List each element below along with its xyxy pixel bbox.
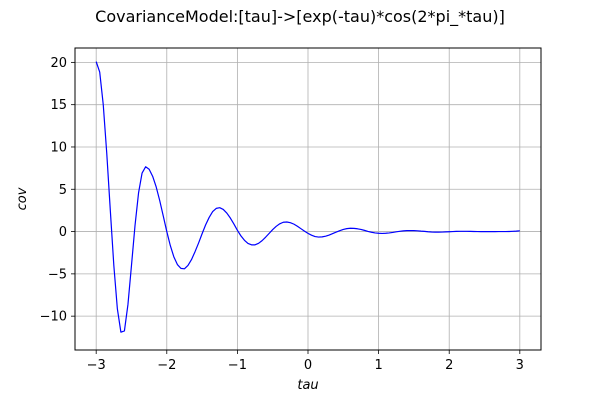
x-tick-label: −1: [228, 358, 247, 373]
y-tick-label: 10: [50, 140, 67, 155]
x-tick-label: 1: [374, 358, 382, 373]
y-tick-label: 0: [59, 225, 67, 240]
x-tick-label: 2: [445, 358, 453, 373]
y-tick-label: 15: [50, 98, 67, 113]
x-axis-label: tau: [297, 378, 318, 393]
x-tick-label: 0: [304, 358, 312, 373]
series-line: [95, 61, 520, 333]
x-tick-label: 3: [516, 358, 524, 373]
y-tick-label: −10: [40, 310, 67, 325]
series-layer: [95, 61, 520, 333]
y-tick-label: 5: [59, 183, 67, 198]
y-axis-label: cov: [15, 187, 30, 210]
y-tick-label: −5: [48, 267, 67, 282]
x-tick-label: −3: [87, 358, 106, 373]
x-tick-label: −2: [157, 358, 176, 373]
chart-title: CovarianceModel:[tau]->[exp(-tau)*cos(2*…: [95, 7, 505, 27]
y-tick-label: 20: [50, 56, 67, 71]
